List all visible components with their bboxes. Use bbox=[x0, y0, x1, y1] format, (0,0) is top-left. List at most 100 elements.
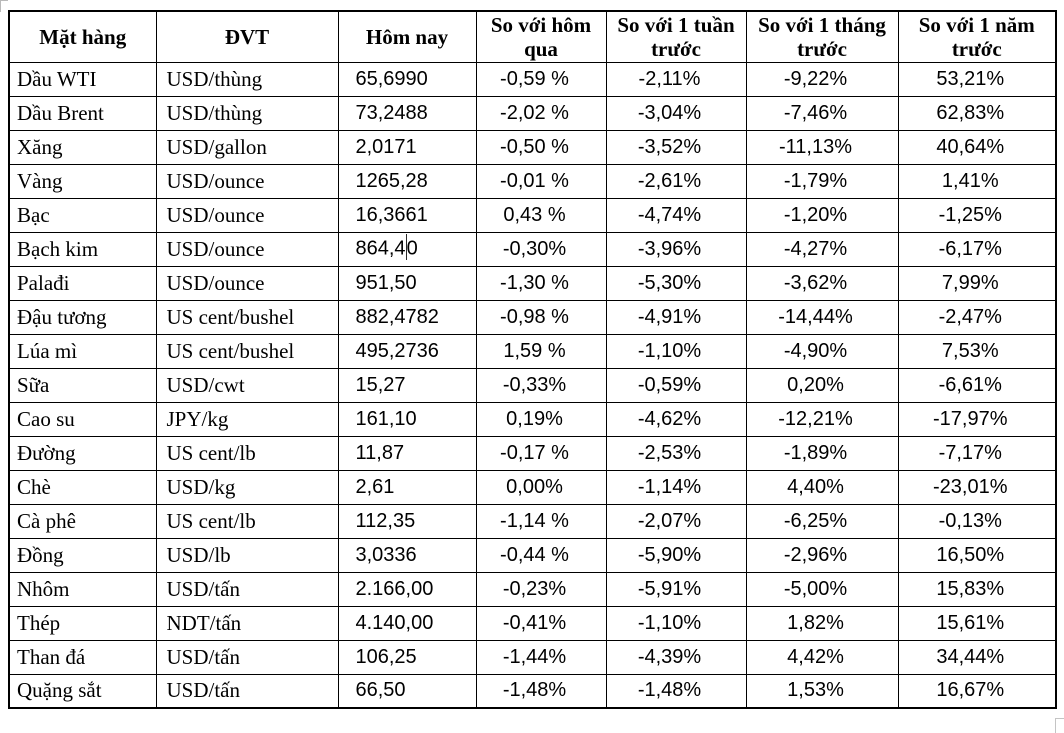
table-cell: Đồng bbox=[8, 537, 157, 573]
table-cell: USD/ounce bbox=[155, 265, 339, 301]
table-cell: 2,0171 bbox=[337, 129, 477, 165]
table-row: Cao su JPY/kg 161,10 0,19% -4,62% -12,21% -17,… bbox=[8, 401, 1057, 437]
table-cell: USD/lb bbox=[155, 537, 339, 573]
table-cell: US cent/bushel bbox=[155, 333, 339, 369]
table-cell: Cà phê bbox=[8, 503, 157, 539]
table-cell: Vàng bbox=[8, 163, 157, 199]
table-cell: USD/ounce bbox=[155, 197, 339, 233]
table-row: Palađi USD/ounce 951,50 -1,30 % -5,30% -3,62%… bbox=[8, 265, 1057, 301]
table-cell: -0,50 % bbox=[475, 129, 607, 165]
table-cell: -6,25% bbox=[745, 503, 899, 539]
table-cell: 0,19% bbox=[475, 401, 607, 437]
table-cell: -0,41% bbox=[475, 605, 607, 641]
table-cell: -2,53% bbox=[605, 435, 747, 471]
table-cell: 864,40 bbox=[337, 231, 477, 267]
table-cell: -2,96% bbox=[745, 537, 899, 573]
table-cell: USD/tấn bbox=[155, 673, 339, 709]
cell-text-before-caret: 864,4 bbox=[355, 237, 406, 260]
table-cell: -2,61% bbox=[605, 163, 747, 199]
table-cell: USD/kg bbox=[155, 469, 339, 505]
table-cell: -4,39% bbox=[605, 639, 747, 675]
table-cell: US cent/lb bbox=[155, 503, 339, 539]
table-row: Đường US cent/lb 11,87 -0,17 % -2,53% -1,89% -… bbox=[8, 435, 1057, 471]
table-cell: 65,6990 bbox=[337, 61, 477, 97]
table-cell: 0,20% bbox=[745, 367, 899, 403]
table-row: Dầu Brent USD/thùng 73,2488 -2,02 % -3,04% -7… bbox=[8, 95, 1057, 131]
table-cell: Bạch kim bbox=[8, 231, 157, 267]
table-cell: US cent/bushel bbox=[155, 299, 339, 335]
table-row: Xăng USD/gallon 2,0171 -0,50 % -3,52% -11,13%… bbox=[8, 129, 1057, 165]
table-cell: 2.166,00 bbox=[337, 571, 477, 607]
table-cell: USD/thùng bbox=[155, 95, 339, 131]
table-cell: 4,40% bbox=[745, 469, 899, 505]
table-cell: USD/tấn bbox=[155, 639, 339, 675]
table-cell: -2,07% bbox=[605, 503, 747, 539]
table-cell: 62,83% bbox=[897, 95, 1057, 131]
table-cell: 7,53% bbox=[897, 333, 1057, 369]
table-cell: 951,50 bbox=[337, 265, 477, 301]
table-cell: 1265,28 bbox=[337, 163, 477, 199]
table-cell: 495,2736 bbox=[337, 333, 477, 369]
table-row: Sữa USD/cwt 15,27 -0,33% -0,59% 0,20% -6,61% bbox=[8, 367, 1057, 403]
table-cell: USD/ounce bbox=[155, 231, 339, 267]
table-cell: 882,4782 bbox=[337, 299, 477, 335]
table-cell: 0,43 % bbox=[475, 197, 607, 233]
table-cell: 3,0336 bbox=[337, 537, 477, 573]
table-cell: JPY/kg bbox=[155, 401, 339, 437]
text-caret[interactable] bbox=[405, 234, 407, 260]
table-cell: 16,50% bbox=[897, 537, 1057, 573]
table-row: Chè USD/kg 2,61 0,00% -1,14% 4,40% -23,01% bbox=[8, 469, 1057, 505]
table-cell: -0,01 % bbox=[475, 163, 607, 199]
table-cell: -1,14% bbox=[605, 469, 747, 505]
column-header: So với hôm qua bbox=[475, 10, 607, 63]
table-cell: USD/gallon bbox=[155, 129, 339, 165]
table-row: Thép NDT/tấn 4.140,00 -0,41% -1,10% 1,82% 15,6… bbox=[8, 605, 1057, 641]
table-cell: 15,83% bbox=[897, 571, 1057, 607]
table-cell: -5,00% bbox=[745, 571, 899, 607]
table-cell: -0,44 % bbox=[475, 537, 607, 573]
table-row: Đậu tương US cent/bushel 882,4782 -0,98 % -4… bbox=[8, 299, 1057, 335]
table-cell: USD/cwt bbox=[155, 367, 339, 403]
table-cell: 16,3661 bbox=[337, 197, 477, 233]
table-cell: 4,42% bbox=[745, 639, 899, 675]
table-cell: -23,01% bbox=[897, 469, 1057, 505]
table-row: Dầu WTI USD/thùng 65,6990 -0,59 % -2,11% -9,2… bbox=[8, 61, 1057, 97]
column-header: So với 1 năm trước bbox=[897, 10, 1057, 63]
table-cell: 4.140,00 bbox=[337, 605, 477, 641]
table-cell: -11,13% bbox=[745, 129, 899, 165]
table-body: Dầu WTI USD/thùng 65,6990 -0,59 % -2,11% -9,2… bbox=[8, 61, 1057, 709]
table-cell: 1,53% bbox=[745, 673, 899, 709]
table-row: Bạch kim USD/ounce 864,40 -0,30% -3,96% -4,27… bbox=[8, 231, 1057, 267]
table-cell: -0,23% bbox=[475, 571, 607, 607]
table-cell: Dầu Brent bbox=[8, 95, 157, 131]
table-row: Than đá USD/tấn 106,25 -1,44% -4,39% 4,42% 34,… bbox=[8, 639, 1057, 675]
table-cell: -2,02 % bbox=[475, 95, 607, 131]
table-cell: -5,91% bbox=[605, 571, 747, 607]
table-cell: -0,33% bbox=[475, 367, 607, 403]
table-cell: -0,59 % bbox=[475, 61, 607, 97]
table-cell: Than đá bbox=[8, 639, 157, 675]
table-cell: Đường bbox=[8, 435, 157, 471]
table-cell: -2,47% bbox=[897, 299, 1057, 335]
table-cell: -17,97% bbox=[897, 401, 1057, 437]
table-cell: 161,10 bbox=[337, 401, 477, 437]
table-row: Đồng USD/lb 3,0336 -0,44 % -5,90% -2,96% 16,50… bbox=[8, 537, 1057, 573]
table-cell: 7,99% bbox=[897, 265, 1057, 301]
table-cell: -3,96% bbox=[605, 231, 747, 267]
screenshot-artifact-bottom-right bbox=[1055, 718, 1064, 733]
table-cell: Quặng sắt bbox=[8, 673, 157, 709]
column-header: So với 1 tháng trước bbox=[745, 10, 899, 63]
table-cell: Palađi bbox=[8, 265, 157, 301]
table-cell: US cent/lb bbox=[155, 435, 339, 471]
table-cell: -0,17 % bbox=[475, 435, 607, 471]
column-header: Hôm nay bbox=[337, 10, 477, 63]
table-cell: -3,04% bbox=[605, 95, 747, 131]
table-row: Bạc USD/ounce 16,3661 0,43 % -4,74% -1,20% -1,… bbox=[8, 197, 1057, 233]
column-header: So với 1 tuần trước bbox=[605, 10, 747, 63]
table-cell: -1,48% bbox=[605, 673, 747, 709]
table-cell: Dầu WTI bbox=[8, 61, 157, 97]
table-cell: 11,87 bbox=[337, 435, 477, 471]
table-cell: -4,62% bbox=[605, 401, 747, 437]
table-cell: Chè bbox=[8, 469, 157, 505]
table-cell: -1,10% bbox=[605, 333, 747, 369]
